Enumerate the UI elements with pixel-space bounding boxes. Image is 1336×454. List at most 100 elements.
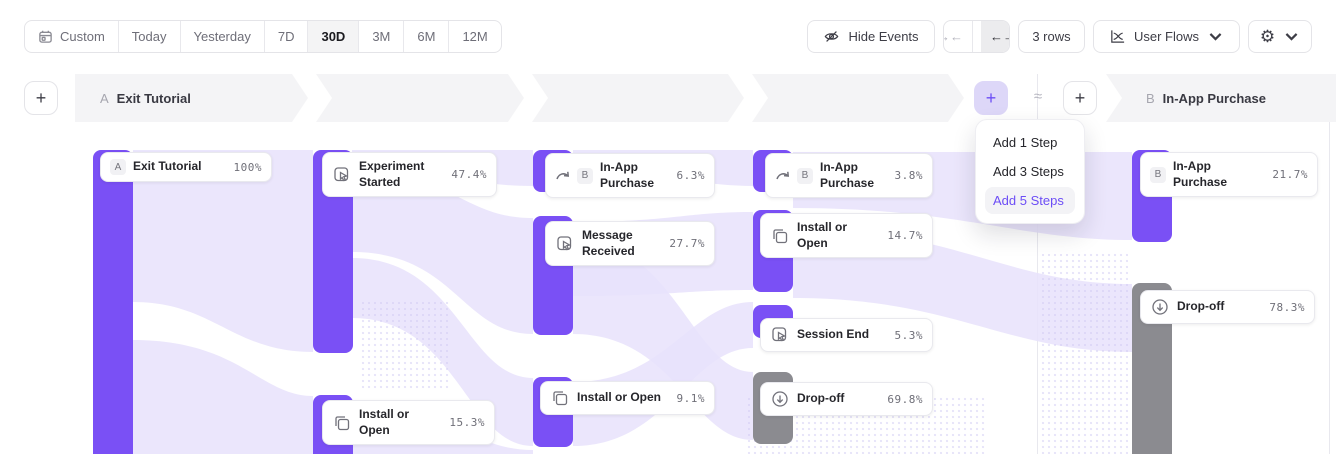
settings-dropdown[interactable]: ⚙ bbox=[1248, 20, 1312, 53]
step-a-letter: A bbox=[100, 90, 109, 106]
node-card-message-received[interactable]: Message Received 27.7% bbox=[545, 221, 715, 267]
node-value: 47.4% bbox=[451, 168, 487, 182]
plus-icon: + bbox=[985, 87, 997, 108]
faded-flow-texture bbox=[1040, 252, 1128, 454]
step-a-band-segment-4[interactable] bbox=[752, 74, 964, 122]
event-icon bbox=[555, 234, 575, 254]
step-b-badge: B bbox=[577, 167, 593, 184]
step-a-band-segment-2[interactable] bbox=[316, 74, 524, 122]
node-value: 9.1% bbox=[676, 391, 705, 405]
menu-item-add-3-steps[interactable]: Add 3 Steps bbox=[993, 164, 1064, 179]
node-title: In-App Purchase bbox=[600, 160, 655, 190]
node-card-drop-off-69[interactable]: Drop-off 69.8% bbox=[760, 382, 933, 416]
range-label: 30D bbox=[321, 29, 346, 44]
node-card-in-app-purchase-21[interactable]: B In-App Purchase 21.7% bbox=[1140, 152, 1318, 198]
add-steps-menu: Add 1 Step Add 3 Steps Add 5 Steps bbox=[975, 119, 1085, 224]
copy-icon bbox=[770, 226, 790, 246]
chevron-down-icon bbox=[1209, 33, 1222, 41]
range-yesterday[interactable]: Yesterday bbox=[181, 21, 265, 52]
date-range-picker: Custom Today Yesterday 7D 30D 3M 6M 12M bbox=[24, 20, 502, 53]
user-flows-icon bbox=[1111, 30, 1125, 43]
node-title: Exit Tutorial bbox=[133, 159, 202, 174]
expand-columns-button[interactable]: ←→ bbox=[981, 21, 1009, 52]
faded-flow-texture bbox=[360, 300, 450, 390]
rows-count-button[interactable]: 3 rows bbox=[1018, 20, 1085, 53]
menu-item-add-5-steps[interactable]: Add 5 Steps bbox=[985, 187, 1075, 214]
eye-off-icon bbox=[825, 31, 839, 42]
view-type-dropdown[interactable]: User Flows bbox=[1093, 20, 1240, 53]
drop-off-icon bbox=[1150, 297, 1170, 317]
node-card-install-or-open-9[interactable]: Install or Open 9.1% bbox=[540, 381, 715, 415]
step-a-header: A Exit Tutorial bbox=[100, 74, 191, 122]
step-b-band[interactable] bbox=[1106, 74, 1336, 122]
range-label: 12M bbox=[462, 29, 488, 44]
range-label: 7D bbox=[277, 29, 295, 44]
node-value: 27.7% bbox=[669, 237, 705, 251]
node-value: 6.3% bbox=[676, 169, 705, 183]
drop-off-icon bbox=[770, 389, 790, 409]
range-3m[interactable]: 3M bbox=[359, 21, 405, 52]
add-step-button-active[interactable]: + bbox=[974, 81, 1008, 115]
range-custom[interactable]: Custom bbox=[25, 21, 119, 52]
plus-icon: + bbox=[35, 87, 47, 108]
node-value: 15.3% bbox=[449, 416, 485, 430]
range-today[interactable]: Today bbox=[119, 21, 181, 52]
step-b-header: B In-App Purchase bbox=[1146, 74, 1266, 122]
chevron-down-icon bbox=[1285, 33, 1298, 41]
range-12m[interactable]: 12M bbox=[449, 21, 500, 52]
add-start-step-button[interactable]: + bbox=[24, 81, 58, 115]
jump-arrow-icon bbox=[555, 168, 570, 183]
hide-events-button[interactable]: Hide Events bbox=[807, 20, 935, 53]
step-a-band-segment-3[interactable] bbox=[532, 74, 744, 122]
node-card-exit-tutorial[interactable]: A Exit Tutorial 100% bbox=[100, 152, 272, 182]
jump-arrow-icon bbox=[775, 168, 790, 183]
node-title: In-App Purchase bbox=[820, 160, 875, 190]
node-value: 5.3% bbox=[894, 328, 923, 342]
node-title: Drop-off bbox=[1177, 299, 1225, 314]
add-end-step-button[interactable]: + bbox=[1063, 81, 1097, 115]
collapse-columns-button[interactable]: →← bbox=[944, 21, 973, 52]
range-30d-selected[interactable]: 30D bbox=[308, 21, 360, 52]
copy-icon bbox=[550, 388, 570, 408]
top-toolbar: Custom Today Yesterday 7D 30D 3M 6M 12M … bbox=[0, 0, 1336, 70]
panel-edge-line bbox=[1329, 74, 1330, 454]
range-label: Yesterday bbox=[193, 29, 251, 44]
menu-item-add-1-step[interactable]: Add 1 Step bbox=[993, 135, 1058, 150]
node-title: Install or Open bbox=[359, 407, 410, 437]
gear-icon: ⚙ bbox=[1259, 27, 1276, 46]
flow-bar-exit-tutorial[interactable] bbox=[93, 150, 133, 454]
node-card-in-app-purchase-3[interactable]: B In-App Purchase 3.8% bbox=[765, 153, 933, 199]
range-6m[interactable]: 6M bbox=[404, 21, 450, 52]
range-7d[interactable]: 7D bbox=[265, 21, 309, 52]
node-value: 21.7% bbox=[1272, 168, 1308, 182]
copy-icon bbox=[332, 413, 352, 433]
approx-connector: ≈ bbox=[1033, 88, 1043, 105]
range-label: Custom bbox=[60, 29, 105, 44]
node-card-install-or-open-14[interactable]: Install or Open 14.7% bbox=[760, 213, 933, 259]
node-value: 14.7% bbox=[887, 229, 923, 243]
node-title: Install or Open bbox=[797, 220, 848, 250]
step-b-badge: B bbox=[797, 167, 813, 184]
event-icon bbox=[770, 325, 790, 345]
node-value: 69.8% bbox=[887, 392, 923, 406]
node-title: Install or Open bbox=[577, 390, 662, 405]
step-a-badge: A bbox=[110, 159, 126, 175]
step-b-badge: B bbox=[1150, 166, 1166, 183]
node-card-install-or-open-15[interactable]: Install or Open 15.3% bbox=[322, 400, 495, 446]
node-title: In-App Purchase bbox=[1173, 159, 1228, 189]
node-card-session-end[interactable]: Session End 5.3% bbox=[760, 318, 933, 352]
view-type-label: User Flows bbox=[1133, 29, 1199, 44]
node-card-experiment-started[interactable]: Experiment Started 47.4% bbox=[322, 152, 497, 198]
range-label: Today bbox=[131, 29, 167, 44]
hide-events-label: Hide Events bbox=[848, 29, 919, 44]
step-a-band-segment-1[interactable] bbox=[75, 74, 308, 122]
step-b-label: In-App Purchase bbox=[1162, 90, 1266, 106]
step-a-label: Exit Tutorial bbox=[116, 90, 191, 106]
calendar-icon bbox=[39, 30, 52, 43]
collapse-expand-toggle: →← ←→ bbox=[943, 20, 1010, 53]
range-label: 6M bbox=[417, 29, 436, 44]
node-card-in-app-purchase-6[interactable]: B In-App Purchase 6.3% bbox=[545, 153, 715, 199]
event-icon bbox=[332, 165, 352, 185]
node-title: Experiment Started bbox=[359, 159, 425, 189]
node-card-drop-off-78[interactable]: Drop-off 78.3% bbox=[1140, 290, 1315, 324]
